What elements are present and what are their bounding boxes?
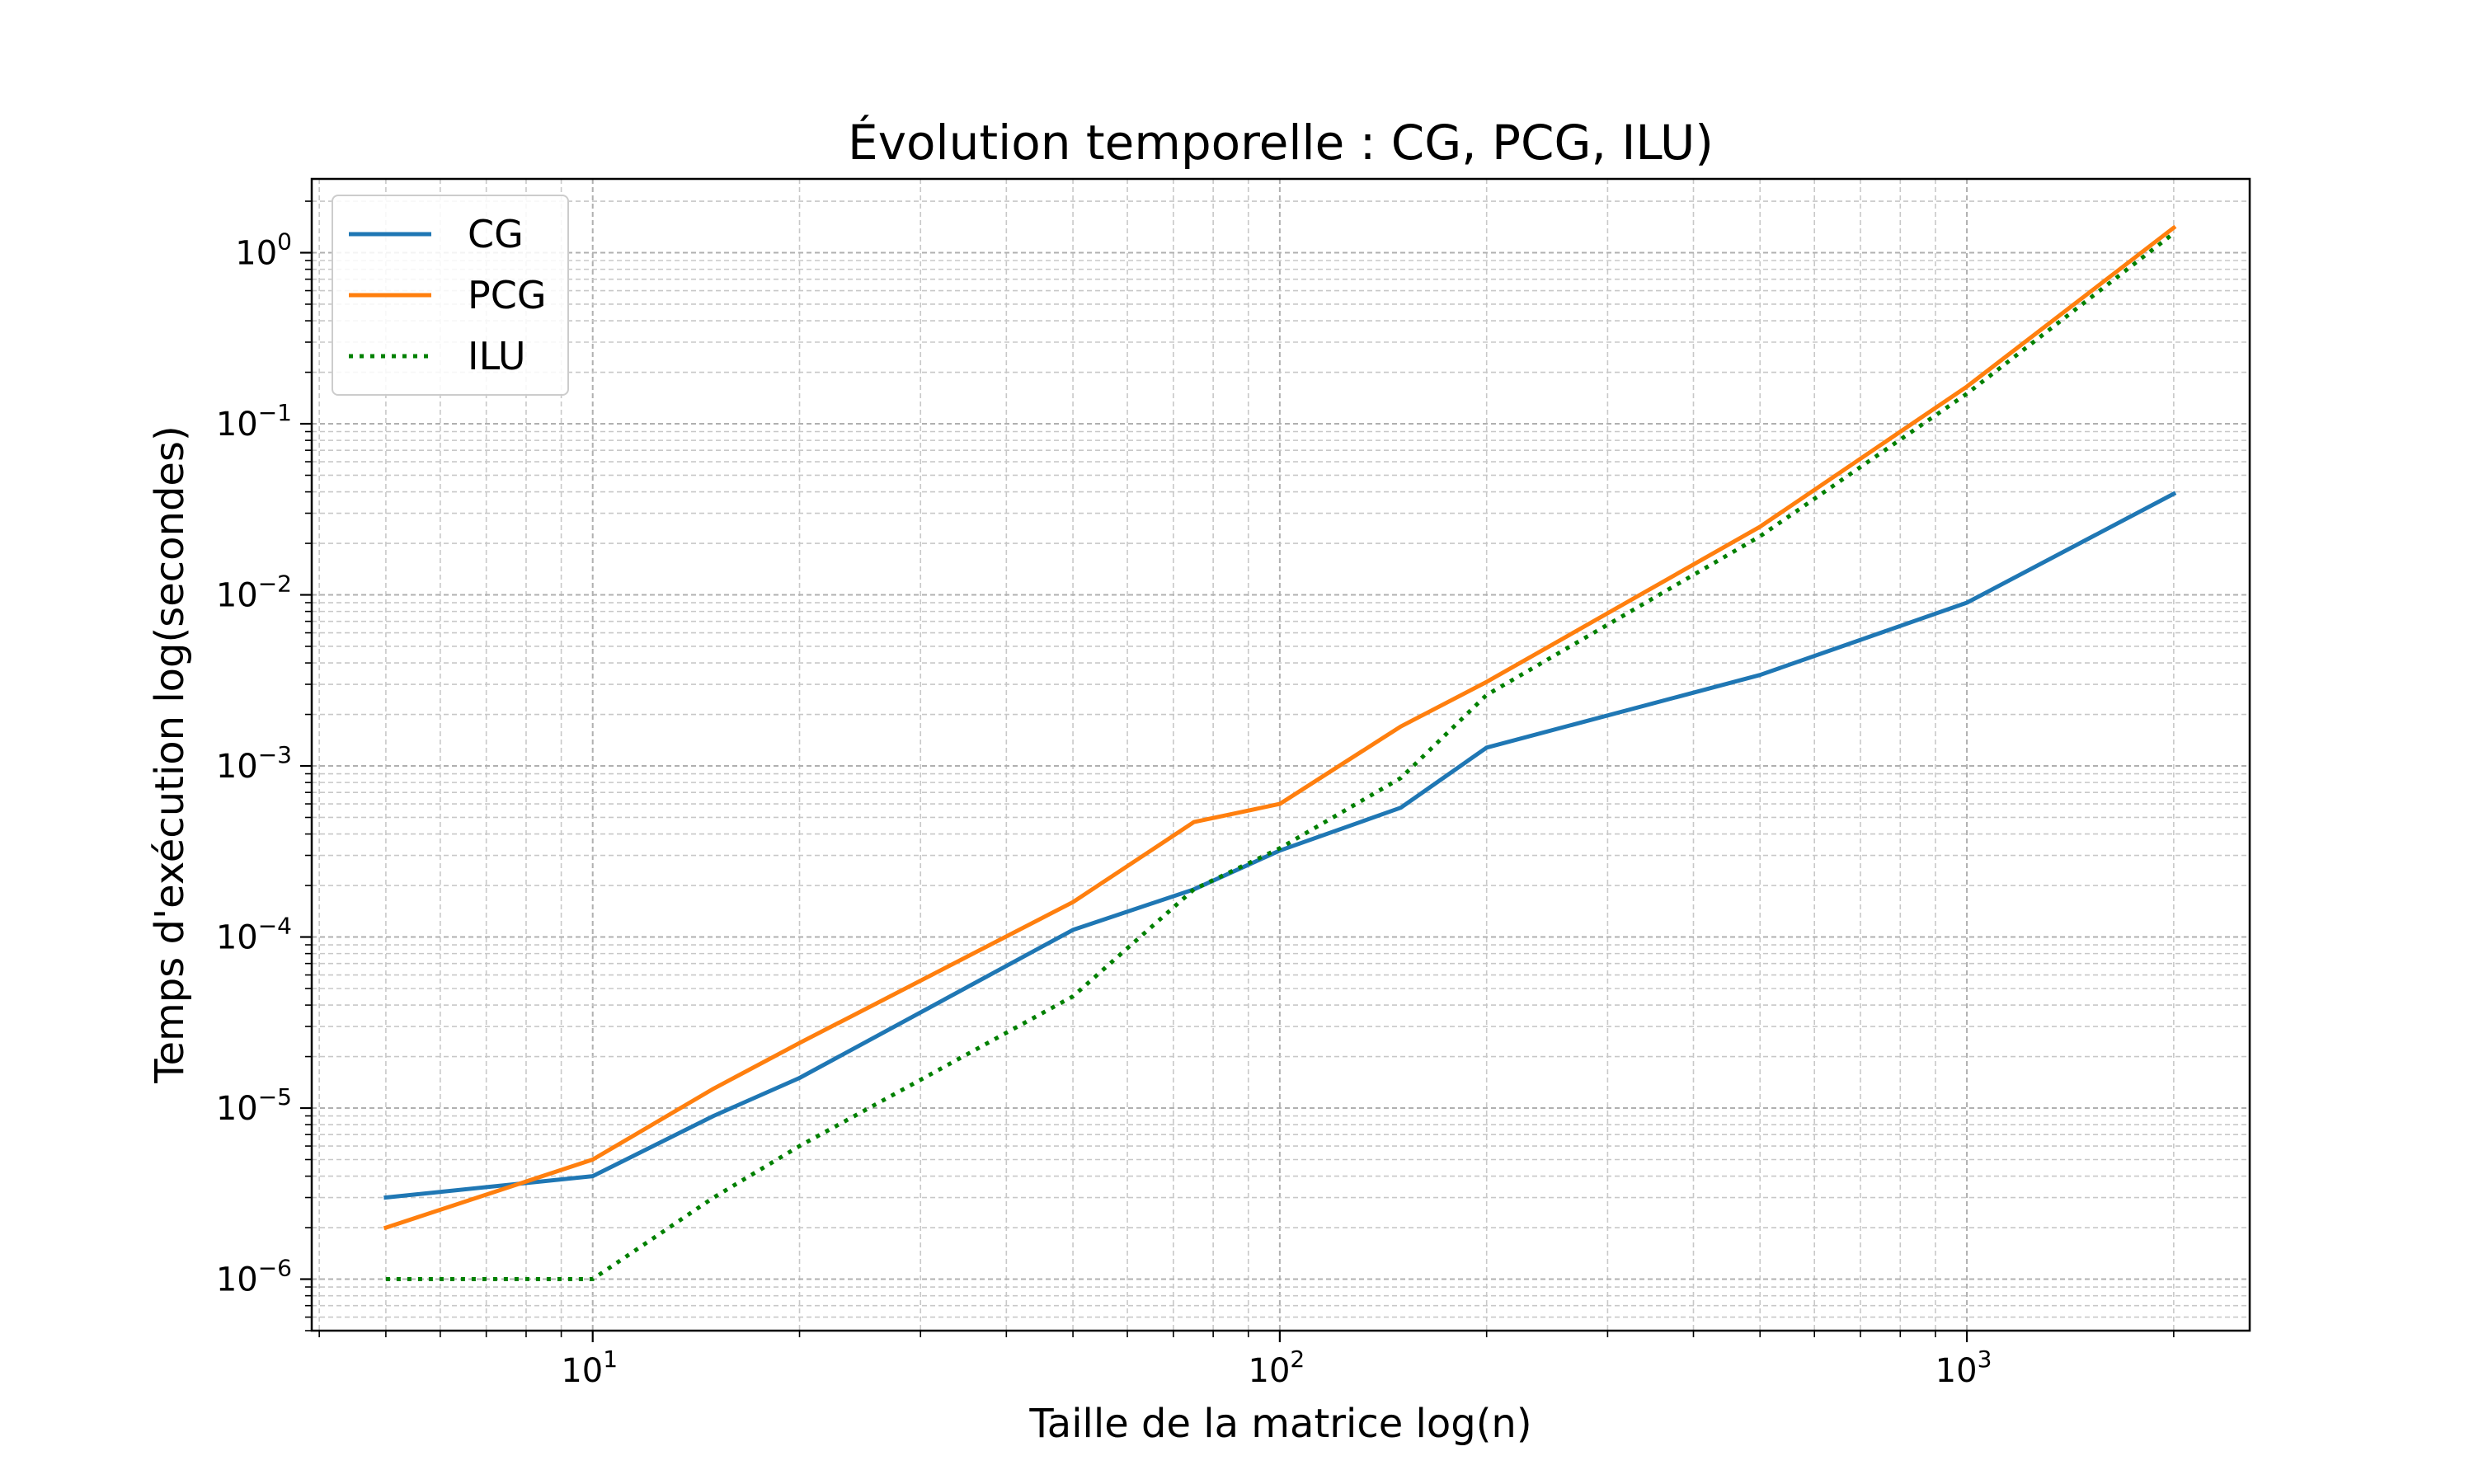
legend-frame <box>332 195 569 396</box>
chart-title: Évolution temporelle : CG, PCG, ILU) <box>848 114 1714 171</box>
legend-label-pcg: PCG <box>468 273 547 317</box>
x-tick-label: 103 <box>1935 1345 1992 1390</box>
x-tick-label: 101 <box>561 1345 618 1390</box>
x-tick-label: 102 <box>1249 1345 1305 1390</box>
y-tick-label: 10−6 <box>216 1255 292 1299</box>
y-tick-label: 10−3 <box>216 741 292 786</box>
x-axis-label: Taille de la matrice log(n) <box>1028 1401 1531 1447</box>
legend: CG PCG ILU <box>332 195 569 396</box>
legend-label-ilu: ILU <box>468 334 526 378</box>
y-tick-label: 10−2 <box>216 571 292 615</box>
y-tick-label: 10−5 <box>216 1083 292 1128</box>
plot-frame <box>310 177 2251 1332</box>
series-lines <box>383 224 2177 1281</box>
series-line-pcg <box>383 224 2177 1231</box>
axis-ticks: 101 102 103 10−6 10−5 10−4 10−3 10−2 10−1 100 <box>216 200 2175 1390</box>
y-tick-label: 10−1 <box>216 399 292 444</box>
y-axis-label: Temps d'exécution log(secondes) <box>147 425 193 1083</box>
series-line-cg <box>383 491 2177 1200</box>
y-tick-label: 10−4 <box>216 913 292 957</box>
legend-label-cg: CG <box>468 212 524 256</box>
y-tick-label: 100 <box>235 228 292 273</box>
